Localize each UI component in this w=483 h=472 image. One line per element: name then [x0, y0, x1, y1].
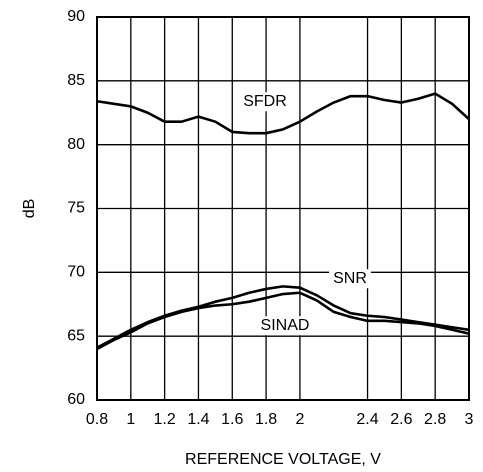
- label-background: [239, 92, 291, 112]
- y-tick-label: 65: [67, 327, 85, 344]
- x-tick-label: 1.4: [187, 411, 209, 428]
- y-tick-label: 90: [67, 8, 85, 25]
- x-tick-label: 1: [126, 411, 135, 428]
- plot-frame: [96, 16, 470, 401]
- x-tick-label: 1.6: [221, 411, 243, 428]
- x-axis-label: REFERENCE VOLTAGE, V: [185, 451, 381, 468]
- y-tick-label: 75: [67, 200, 85, 217]
- x-tick-label: 2.8: [424, 411, 446, 428]
- y-tick-label: 70: [67, 264, 85, 281]
- series-label: SINAD: [261, 317, 310, 334]
- y-tick-label: 80: [67, 136, 85, 153]
- x-tick-label: 2.6: [390, 411, 412, 428]
- x-tick-label: 2: [295, 411, 304, 428]
- x-tick-label: 2.4: [356, 411, 378, 428]
- y-tick-label: 60: [67, 391, 85, 408]
- y-axis-label: dB: [21, 199, 38, 219]
- series-label: SFDR: [243, 93, 287, 110]
- x-tick-label: 1.8: [255, 411, 277, 428]
- x-tick-label: 1.2: [154, 411, 176, 428]
- x-tick-label: 3: [465, 411, 474, 428]
- series-label: SNR: [333, 270, 367, 287]
- label-background: [256, 316, 314, 336]
- label-background: [329, 269, 371, 289]
- x-tick-label: 0.8: [86, 411, 108, 428]
- series-line: [96, 92, 470, 135]
- y-tick-label: 85: [67, 72, 85, 89]
- series-line: [96, 291, 470, 351]
